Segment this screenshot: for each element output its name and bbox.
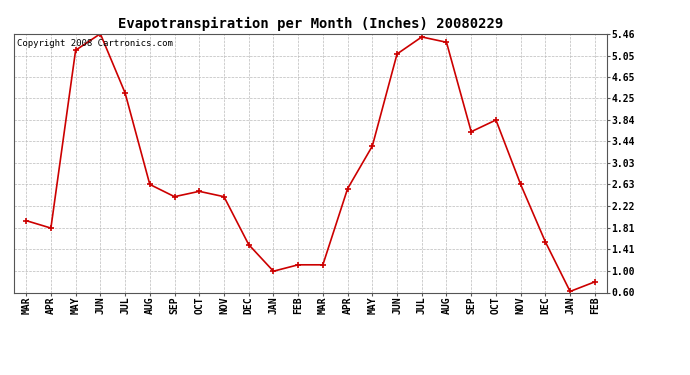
Text: Copyright 2008 Cartronics.com: Copyright 2008 Cartronics.com [17, 39, 172, 48]
Title: Evapotranspiration per Month (Inches) 20080229: Evapotranspiration per Month (Inches) 20… [118, 17, 503, 31]
